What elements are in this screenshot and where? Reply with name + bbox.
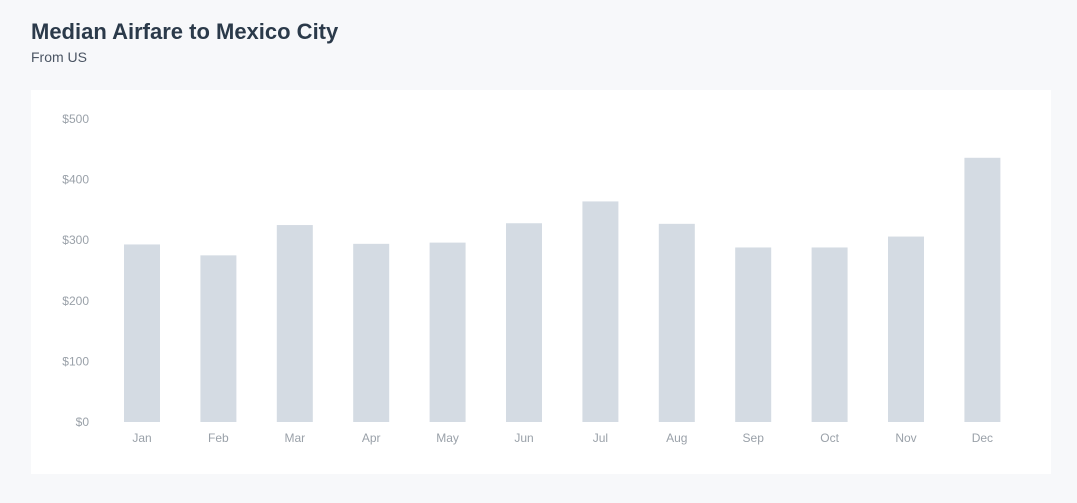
bar-oct xyxy=(811,247,848,422)
x-tick-label: Jul xyxy=(593,431,608,445)
y-tick-label: $500 xyxy=(62,112,89,126)
bar-feb xyxy=(200,255,237,422)
y-tick-label: $100 xyxy=(62,354,89,368)
x-tick-label: Jun xyxy=(514,431,533,445)
bar-sep xyxy=(735,247,772,422)
x-tick-label: Mar xyxy=(284,431,305,445)
x-tick-label: Aug xyxy=(666,431,687,445)
bar-mar xyxy=(276,225,313,422)
x-axis: Jan Feb Mar Apr May Jun Jul Aug Sep Oct Nov Dec xyxy=(132,431,993,445)
chart-header: Median Airfare to Mexico City From US xyxy=(31,18,338,66)
bar-dec xyxy=(964,157,1001,422)
bar-jun xyxy=(506,223,542,422)
bars xyxy=(124,157,1001,422)
y-tick-label: $300 xyxy=(62,233,89,247)
x-tick-label: May xyxy=(436,431,459,445)
bar-apr xyxy=(353,243,390,422)
y-tick-label: $200 xyxy=(62,294,89,308)
y-axis: $0 $100 $200 $300 $400 $500 xyxy=(62,112,89,429)
x-tick-label: Nov xyxy=(895,431,916,445)
bar-may xyxy=(429,242,466,422)
bar-aug xyxy=(658,223,695,422)
y-tick-label: $0 xyxy=(76,415,90,429)
x-tick-label: Jan xyxy=(132,431,151,445)
x-tick-label: Feb xyxy=(208,431,229,445)
x-tick-label: Oct xyxy=(820,431,839,445)
chart-title: Median Airfare to Mexico City xyxy=(31,19,339,44)
bar-chart: $0 $100 $200 $300 $400 $500 Jan Feb Mar Apr May Ju… xyxy=(62,112,1001,445)
y-tick-label: $400 xyxy=(62,173,89,187)
x-tick-label: Dec xyxy=(972,431,993,445)
bar-nov xyxy=(888,236,924,422)
chart-subtitle: From US xyxy=(31,49,87,65)
x-tick-label: Apr xyxy=(362,431,381,445)
bar-jul xyxy=(582,201,619,422)
x-tick-label: Sep xyxy=(743,431,765,445)
chart-card: $0 $100 $200 $300 $400 $500 Jan Feb Mar Apr May Ju… xyxy=(31,90,1051,474)
bar-jan xyxy=(124,244,160,422)
